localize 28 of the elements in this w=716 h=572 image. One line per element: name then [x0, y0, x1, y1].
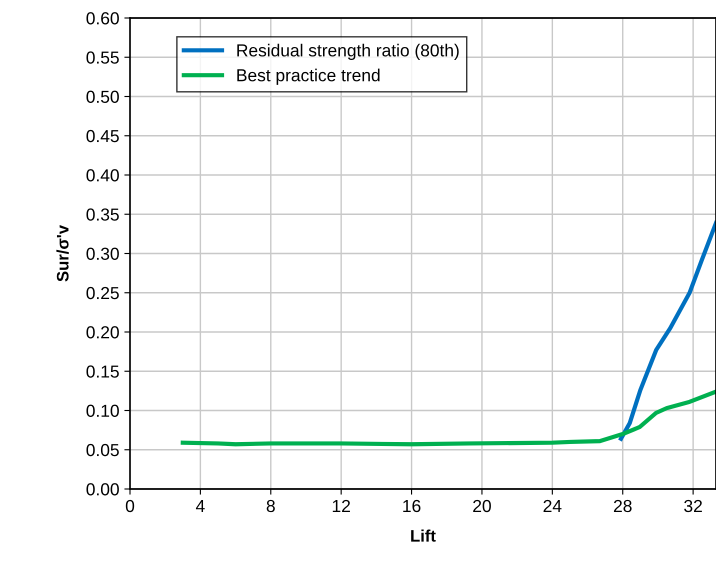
y-tick-label: 0.45 — [86, 130, 119, 142]
legend-label: Residual strength ratio (80th) — [237, 44, 459, 60]
y-tick-label: 0.50 — [86, 90, 119, 103]
x-tick-label: 20 — [473, 500, 491, 512]
y-tick-label: 0.55 — [86, 51, 119, 64]
y-tick-label: 0.00 — [86, 483, 119, 496]
x-tick-label: 4 — [196, 500, 205, 512]
y-tick-label: 0.20 — [86, 326, 119, 338]
x-axis-title: Lift — [411, 529, 436, 542]
line-series — [180, 390, 716, 446]
y-tick-label: 0.30 — [86, 248, 119, 260]
y-tick-label: 0.25 — [86, 286, 119, 300]
x-tick-label: 8 — [266, 500, 275, 512]
y-tick-label: 0.40 — [86, 169, 119, 182]
x-tick-label: 0 — [126, 500, 134, 512]
y-tick-label: 0.35 — [86, 208, 119, 221]
y-tick-label: 0.05 — [86, 444, 119, 456]
x-tick-label: 28 — [614, 500, 632, 512]
legend-label: Best practice trend — [237, 68, 380, 85]
x-tick-label: 32 — [684, 500, 702, 512]
y-tick-label: 0.60 — [86, 12, 119, 24]
x-tick-label: 24 — [544, 500, 562, 512]
y-tick-label: 0.15 — [86, 365, 119, 378]
y-tick-label: 0.10 — [86, 404, 119, 417]
y-axis-title: Sur/σ'v — [56, 225, 69, 282]
x-tick-label: 12 — [332, 500, 350, 512]
line-series — [618, 220, 716, 441]
x-tick-label: 16 — [403, 500, 420, 512]
